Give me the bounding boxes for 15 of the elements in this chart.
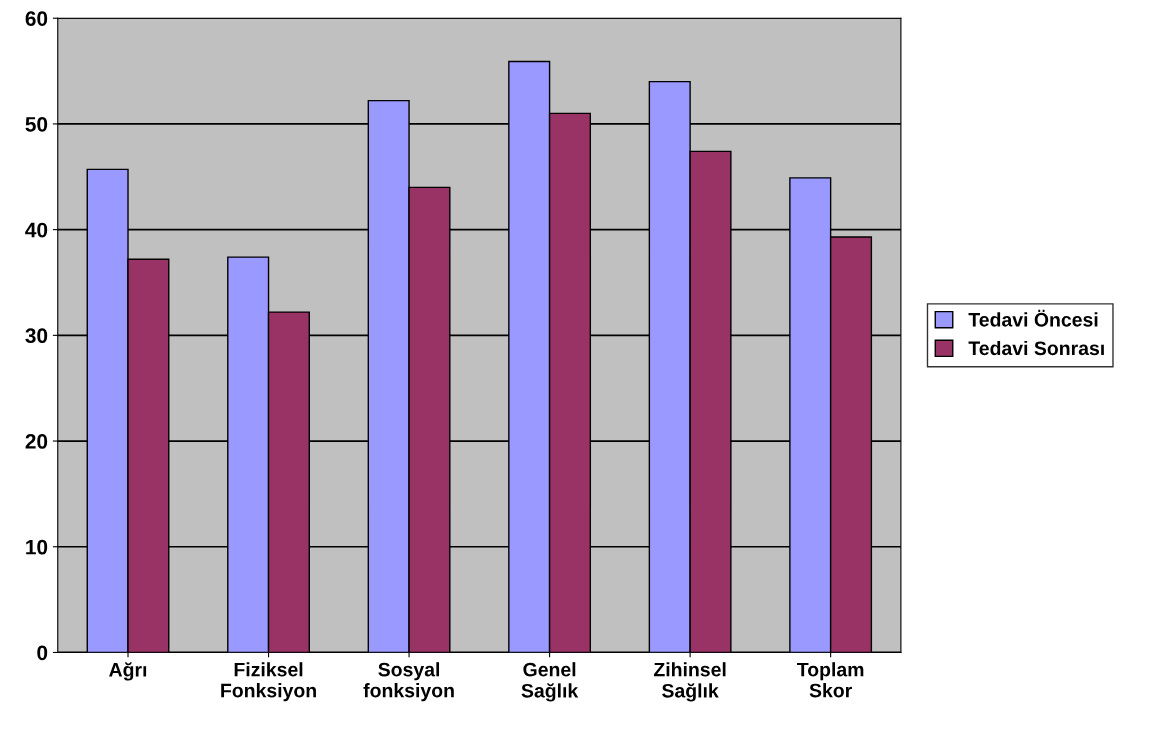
- x-tick-label: Fiziksel Fonksiyon: [221, 662, 316, 702]
- legend-label: Tedavi Öncesi: [968, 309, 1098, 327]
- x-tick-label: Genel Sağlık: [521, 662, 579, 702]
- y-tick-label: 20: [25, 434, 48, 449]
- x-tick-label: Ağrı: [109, 662, 147, 681]
- y-tick-label: 50: [25, 116, 48, 132]
- x-tick-label: Sosyal fonksiyon: [363, 662, 454, 702]
- x-tick-label: Toplam Skor: [797, 662, 864, 698]
- y-tick-label: 60: [25, 11, 48, 26]
- y-tick-label: 40: [25, 222, 48, 238]
- y-tick-label: 10: [26, 539, 48, 555]
- x-tick-label: Zihinsel Sağlık: [653, 662, 726, 702]
- legend-label: Tedavi Sonrası: [968, 340, 1104, 356]
- y-tick-label: 30: [25, 328, 48, 344]
- y-tick-label: 0: [37, 645, 48, 661]
